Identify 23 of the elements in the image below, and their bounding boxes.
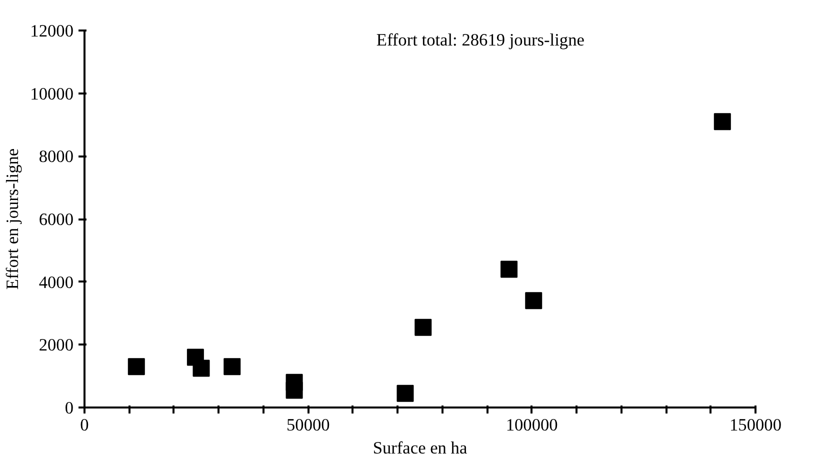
- y-tick-label: 0: [64, 398, 74, 418]
- point: [286, 382, 303, 399]
- y-tick-label: 10000: [30, 84, 74, 104]
- y-tick-label: 8000: [38, 147, 74, 166]
- y-tick-label: 6000: [38, 210, 74, 229]
- x-tick-label: 50000: [286, 416, 330, 434]
- point: [224, 358, 241, 376]
- point: [414, 318, 432, 336]
- point: [525, 292, 542, 310]
- x-tick-label: 100000: [506, 416, 558, 434]
- y-tick-label: 12000: [30, 22, 74, 40]
- point: [192, 360, 210, 377]
- point: [500, 260, 518, 278]
- x-tick-label: 0: [80, 416, 89, 434]
- x-axis-title: Surface en ha: [372, 438, 468, 458]
- annotation: Effort total: 28619 jours-ligne: [376, 30, 585, 50]
- y-axis-title: Effort en jours-ligne: [3, 148, 22, 290]
- point: [396, 384, 414, 402]
- x-tick-label: 150000: [730, 416, 782, 434]
- point: [128, 358, 145, 376]
- y-tick-label: 2000: [38, 336, 74, 355]
- point: [714, 113, 731, 130]
- y-tick-label: 4000: [38, 272, 74, 292]
